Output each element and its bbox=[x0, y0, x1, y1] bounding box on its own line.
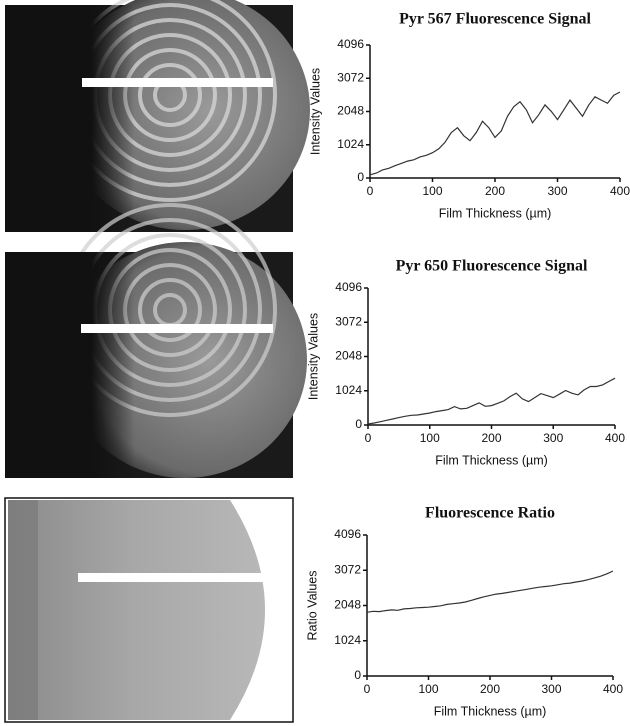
x-tick-label: 300 bbox=[547, 184, 567, 198]
x-axis-label: Film Thickness (µm) bbox=[435, 453, 548, 467]
x-tick-label: 400 bbox=[603, 682, 623, 696]
y-tick-label: 3072 bbox=[335, 314, 362, 328]
x-axis-label: Film Thickness (µm) bbox=[439, 206, 552, 220]
y-tick-label: 4096 bbox=[334, 527, 361, 541]
y-tick-label: 1024 bbox=[334, 633, 361, 647]
x-tick-label: 200 bbox=[481, 431, 501, 445]
x-tick-label: 100 bbox=[422, 184, 442, 198]
y-tick-label: 0 bbox=[354, 668, 361, 682]
micrograph-3 bbox=[4, 497, 294, 723]
x-tick-label: 300 bbox=[543, 431, 563, 445]
y-tick-label: 2048 bbox=[334, 598, 361, 612]
y-tick-label: 4096 bbox=[335, 280, 362, 294]
data-line bbox=[369, 91, 621, 176]
y-tick-label: 2048 bbox=[337, 104, 364, 118]
x-tick-label: 200 bbox=[480, 682, 500, 696]
y-tick-label: 4096 bbox=[337, 37, 364, 51]
x-axis-label: Film Thickness (µm) bbox=[434, 704, 547, 718]
chart-title: Fluorescence Ratio bbox=[425, 505, 555, 522]
x-tick-label: 400 bbox=[610, 184, 630, 198]
y-tick-label: 3072 bbox=[337, 70, 364, 84]
micrograph-1 bbox=[5, 0, 310, 232]
micrograph-2 bbox=[5, 203, 307, 478]
chart-title: Pyr 567 Fluorescence Signal bbox=[399, 11, 591, 28]
y-tick-label: 0 bbox=[357, 170, 364, 184]
x-tick-label: 0 bbox=[364, 682, 371, 696]
x-tick-label: 0 bbox=[367, 184, 374, 198]
y-tick-label: 0 bbox=[355, 417, 362, 431]
data-line bbox=[367, 377, 616, 425]
x-tick-label: 0 bbox=[365, 431, 372, 445]
chart-title: Pyr 650 Fluorescence Signal bbox=[396, 258, 588, 275]
y-tick-label: 3072 bbox=[334, 562, 361, 576]
x-tick-label: 400 bbox=[605, 431, 625, 445]
x-tick-label: 200 bbox=[485, 184, 505, 198]
x-tick-label: 100 bbox=[420, 431, 440, 445]
x-tick-label: 300 bbox=[541, 682, 561, 696]
y-axis-label: Ratio Values bbox=[305, 571, 319, 641]
y-tick-label: 1024 bbox=[335, 383, 362, 397]
y-tick-label: 1024 bbox=[337, 137, 364, 151]
data-line bbox=[366, 570, 614, 613]
x-tick-label: 100 bbox=[418, 682, 438, 696]
y-axis-label: Intensity Values bbox=[306, 313, 320, 400]
y-tick-label: 2048 bbox=[335, 349, 362, 363]
y-axis-label: Intensity Values bbox=[308, 68, 322, 155]
